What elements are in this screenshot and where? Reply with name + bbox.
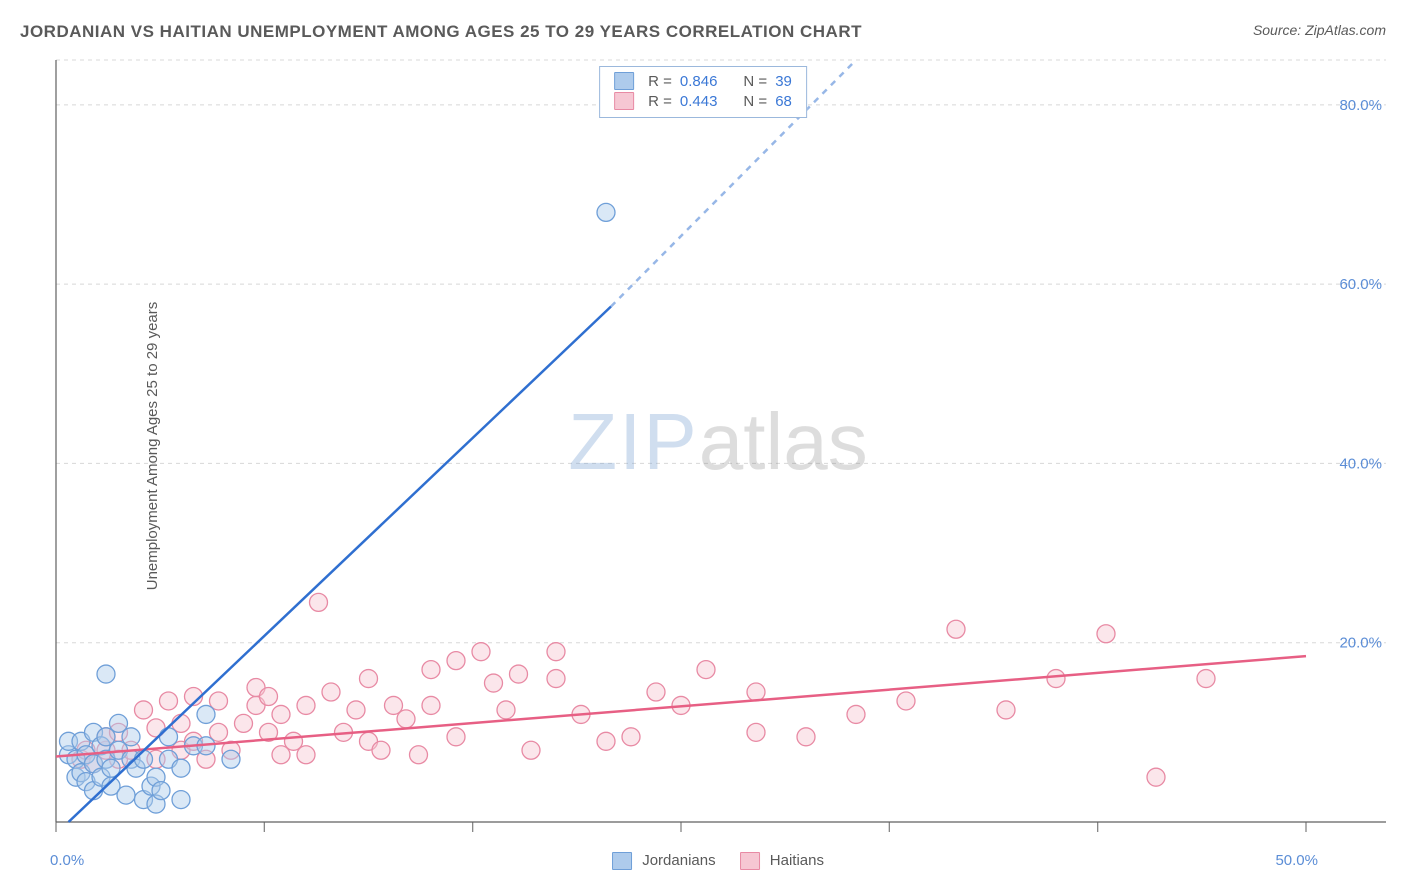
r-label: R = (648, 73, 672, 90)
n-value: 39 (775, 73, 792, 90)
source-label: Source: (1253, 22, 1301, 38)
stats-row: R = 0.443 N = 68 (614, 91, 792, 111)
r-label: R = (648, 93, 672, 110)
n-value: 68 (775, 93, 792, 110)
svg-text:60.0%: 60.0% (1339, 276, 1382, 293)
legend-swatch (614, 92, 634, 110)
svg-text:20.0%: 20.0% (1339, 635, 1382, 652)
legend-swatch (612, 852, 632, 870)
legend-item: Haitians (740, 852, 824, 870)
stats-row: R = 0.846 N = 39 (614, 71, 792, 91)
n-label: N = (743, 93, 767, 110)
legend-label: Jordanians (642, 852, 715, 869)
source-value: ZipAtlas.com (1305, 22, 1386, 38)
chart-container: JORDANIAN VS HAITIAN UNEMPLOYMENT AMONG … (0, 0, 1406, 892)
r-value: 0.846 (680, 73, 718, 90)
source-attribution: Source: ZipAtlas.com (1253, 22, 1386, 38)
plot-area: 20.0%40.0%60.0%80.0% ZIPatlas (50, 58, 1386, 844)
x-axis-footer: 0.0% Jordanians Haitians 50.0% (50, 852, 1386, 880)
r-value: 0.443 (680, 93, 718, 110)
x-max-label: 50.0% (1275, 852, 1318, 869)
x-min-label: 0.0% (50, 852, 84, 869)
svg-text:80.0%: 80.0% (1339, 97, 1382, 114)
stats-legend: R = 0.846 N = 39 R = 0.443 N = 68 (599, 66, 807, 118)
legend-item: Jordanians (612, 852, 716, 870)
chart-title: JORDANIAN VS HAITIAN UNEMPLOYMENT AMONG … (20, 22, 862, 42)
legend-swatch (614, 72, 634, 90)
scatter-plot-svg: 20.0% 40.0% 60.0% 80.0% (50, 58, 1386, 844)
series-legend: Jordanians Haitians (612, 852, 824, 870)
svg-text:40.0%: 40.0% (1339, 455, 1382, 472)
legend-label: Haitians (770, 852, 824, 869)
n-label: N = (743, 73, 767, 90)
legend-swatch (740, 852, 760, 870)
